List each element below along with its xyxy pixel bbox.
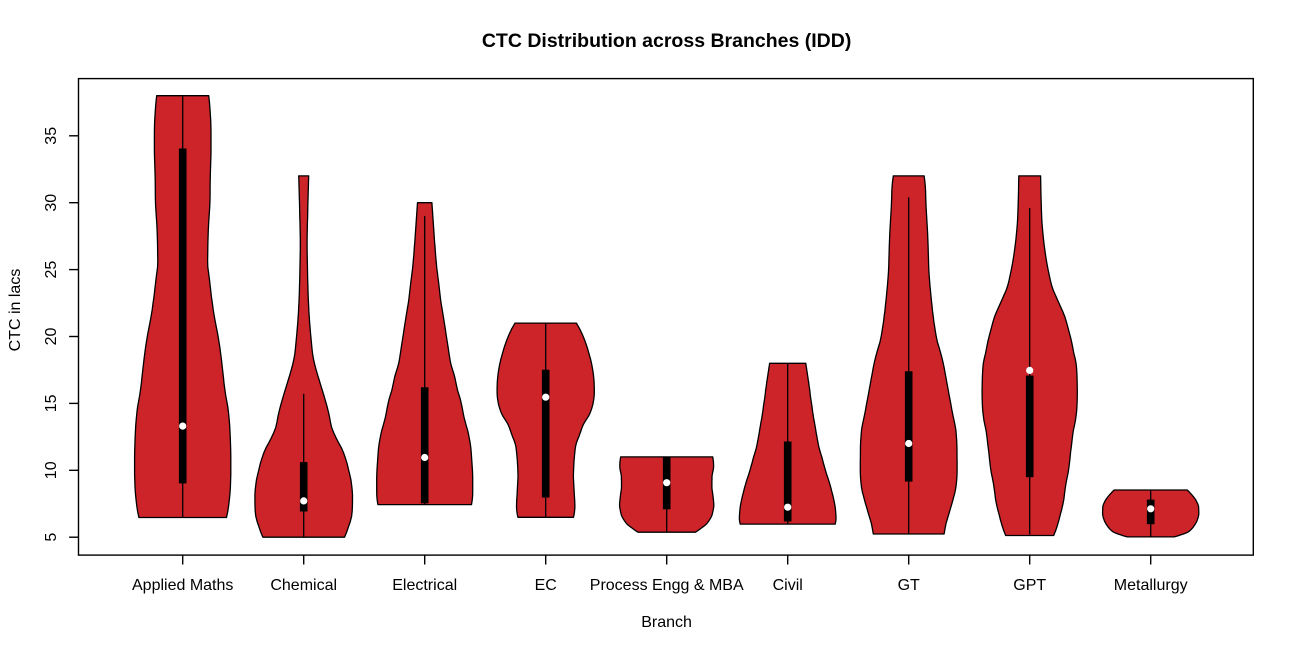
- svg-text:Metallurgy: Metallurgy: [1114, 577, 1188, 594]
- svg-text:EC: EC: [535, 577, 557, 594]
- svg-text:20: 20: [43, 328, 60, 346]
- svg-text:Branch: Branch: [641, 614, 692, 631]
- svg-text:10: 10: [43, 461, 60, 479]
- svg-text:Chemical: Chemical: [270, 577, 337, 594]
- svg-text:25: 25: [43, 261, 60, 279]
- svg-text:Process Engg & MBA: Process Engg & MBA: [590, 577, 744, 594]
- svg-text:Civil: Civil: [773, 577, 803, 594]
- svg-text:15: 15: [43, 394, 60, 412]
- svg-text:Electrical: Electrical: [392, 577, 457, 594]
- svg-text:GT: GT: [898, 577, 920, 594]
- svg-text:30: 30: [43, 194, 60, 212]
- svg-text:CTC Distribution across Branch: CTC Distribution across Branches (IDD): [482, 30, 851, 52]
- svg-text:Applied Maths: Applied Maths: [132, 577, 233, 594]
- svg-text:5: 5: [43, 533, 60, 542]
- svg-text:35: 35: [43, 127, 60, 145]
- svg-text:GPT: GPT: [1013, 577, 1046, 594]
- svg-text:CTC in lacs: CTC in lacs: [7, 269, 24, 352]
